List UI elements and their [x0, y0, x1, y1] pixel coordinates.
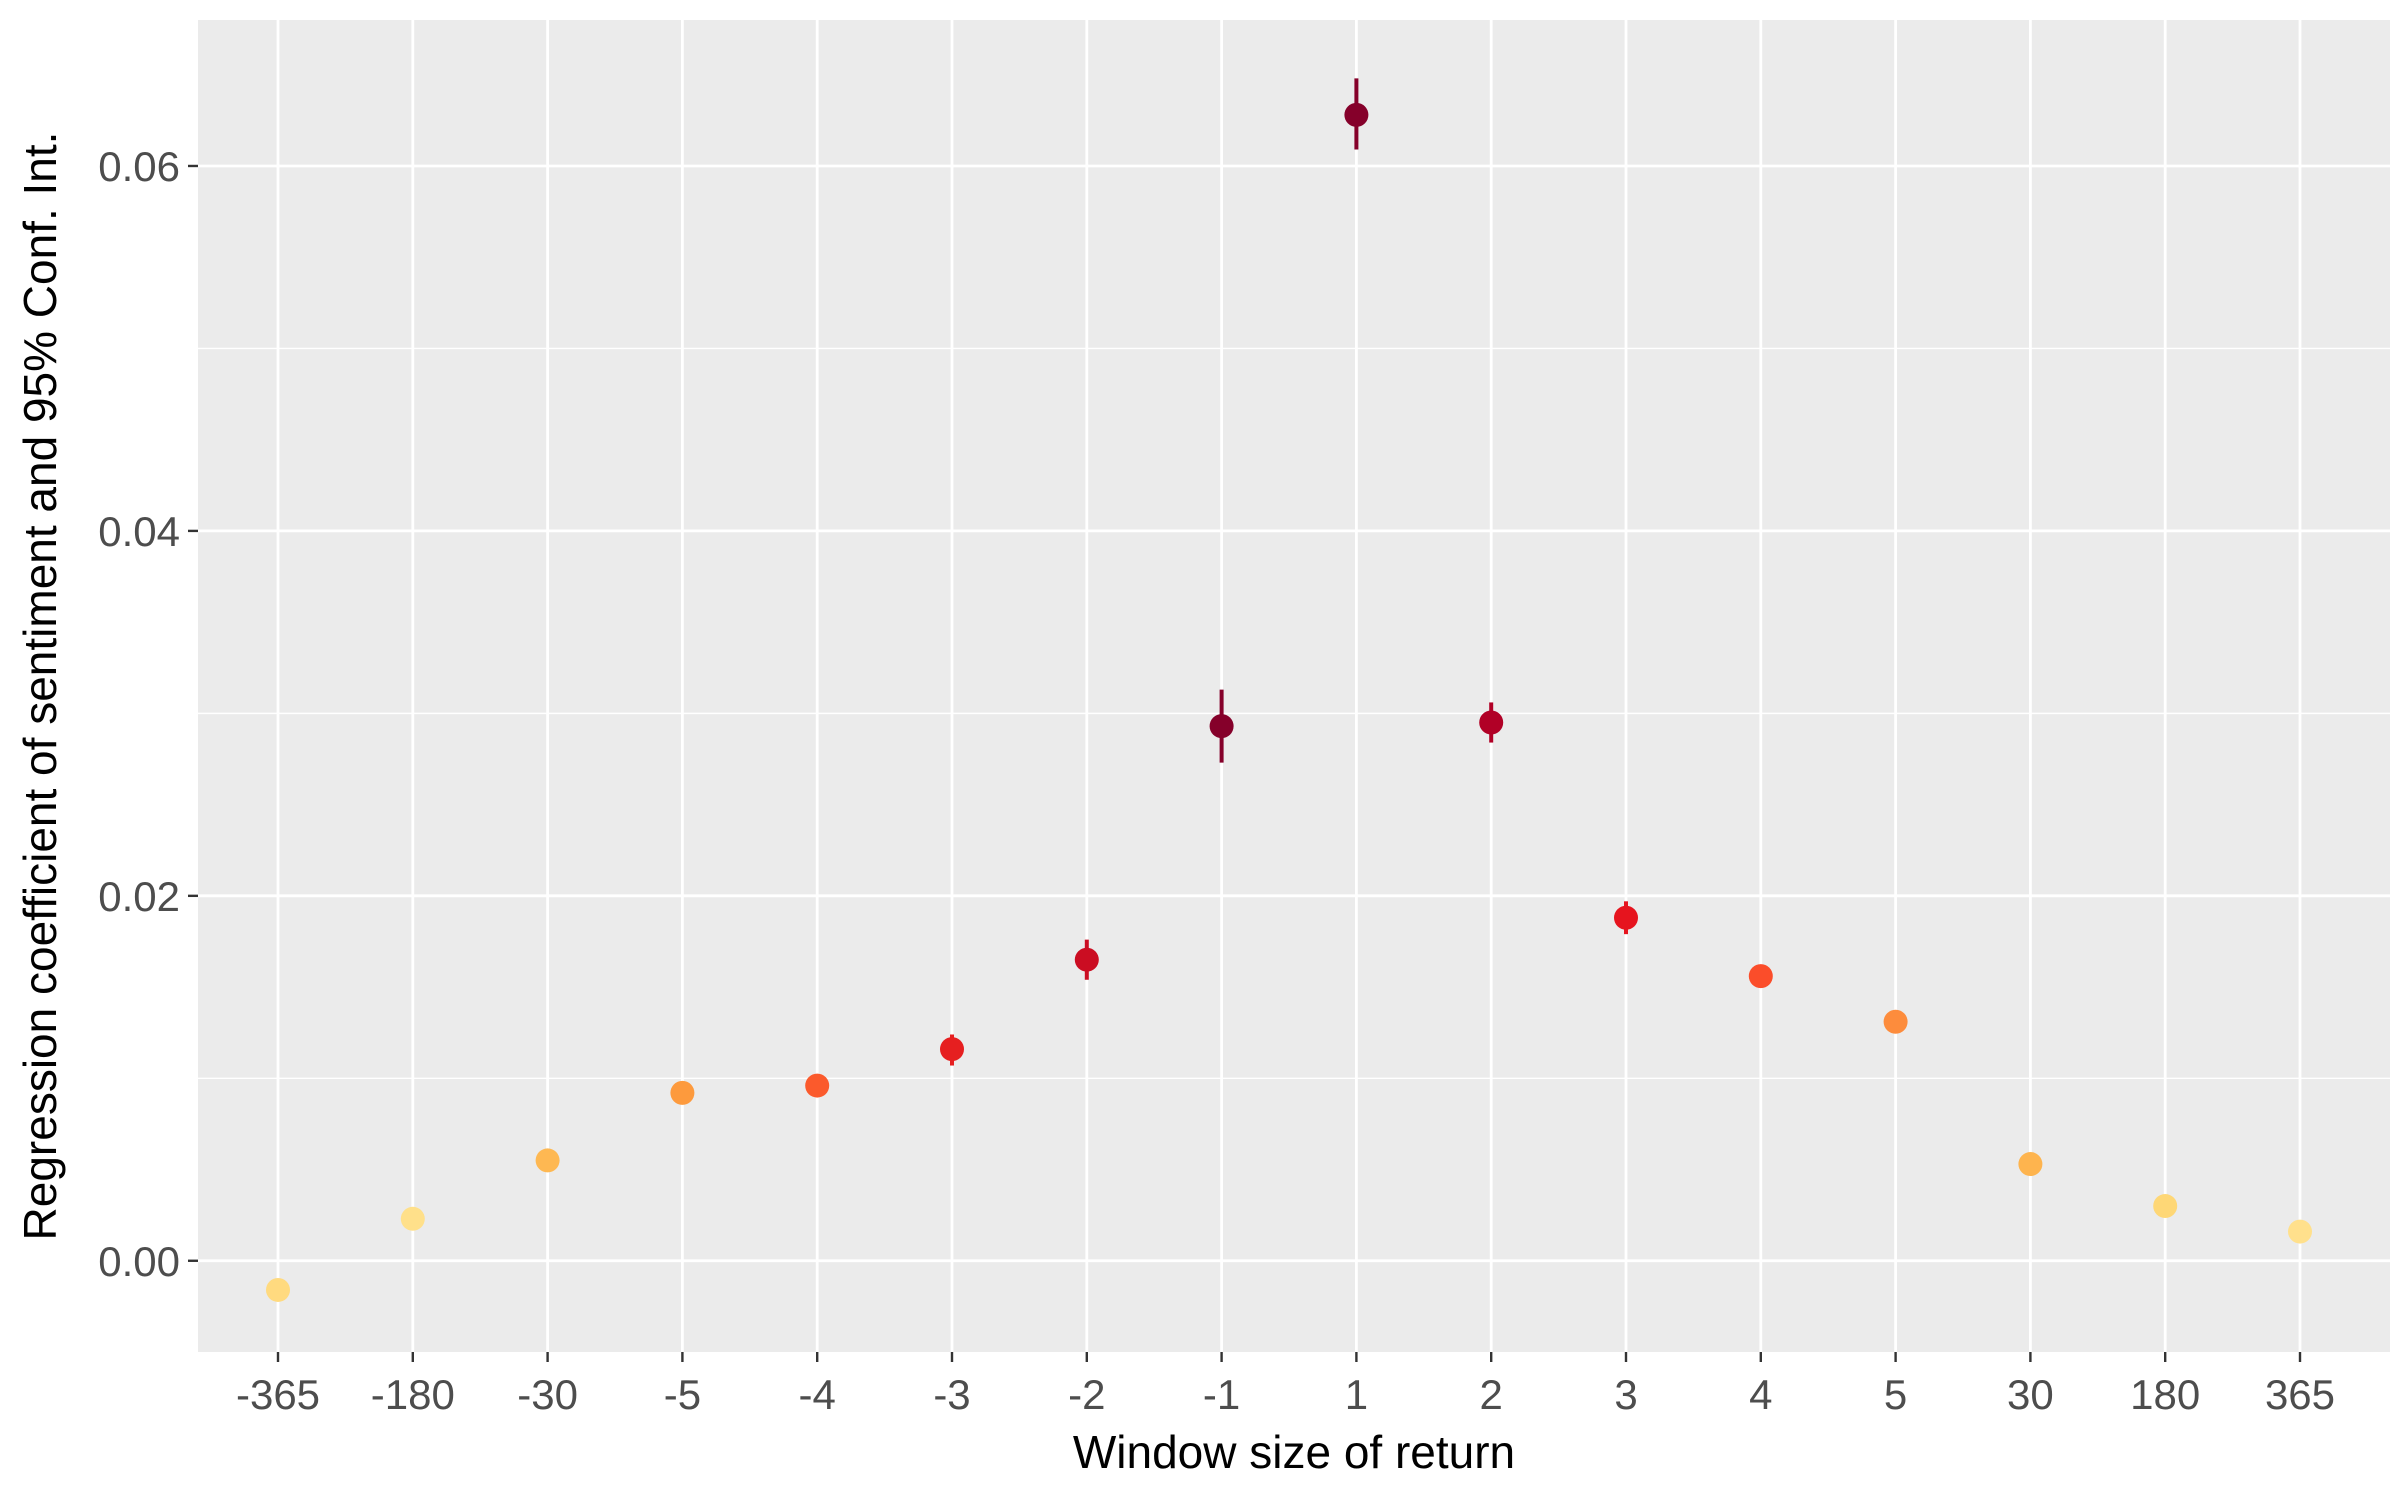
data-point — [805, 1073, 830, 1098]
x-tick-label: -365 — [236, 1371, 320, 1418]
y-tick-label: 0.02 — [98, 873, 180, 920]
x-tick-label: 5 — [1884, 1371, 1907, 1418]
data-point — [2288, 1219, 2312, 1244]
y-tick-label: 0.06 — [98, 143, 180, 190]
data-point — [940, 1037, 964, 1062]
x-axis-ticks: -365 -180 -30 -5 -4 -3 -2 -1 1 2 3 4 5 30 180 365 — [236, 1352, 2335, 1418]
x-tick-label: -1 — [1203, 1371, 1240, 1418]
plot-panel — [198, 20, 2390, 1352]
data-point — [2018, 1152, 2043, 1177]
x-tick-label: 4 — [1749, 1371, 1772, 1418]
y-axis-title: Regression coefficient of sentiment and … — [14, 132, 66, 1241]
data-point — [1883, 1009, 1908, 1034]
x-axis-title: Window size of return — [1073, 1426, 1515, 1478]
x-tick-label: 1 — [1345, 1371, 1368, 1418]
data-point — [535, 1148, 560, 1173]
data-point — [2153, 1194, 2178, 1219]
data-point — [1479, 710, 1504, 735]
x-tick-label: 180 — [2130, 1371, 2200, 1418]
data-point — [1344, 102, 1369, 127]
data-point — [1614, 905, 1638, 930]
y-tick-label: 0.00 — [98, 1238, 180, 1285]
x-tick-label: 3 — [1614, 1371, 1637, 1418]
x-tick-label: -30 — [517, 1371, 578, 1418]
data-point — [1748, 964, 1773, 989]
data-point — [1209, 714, 1234, 739]
major-gridlines — [198, 20, 2390, 1352]
data-point — [400, 1206, 425, 1231]
data-point — [266, 1277, 290, 1302]
x-tick-label: -3 — [933, 1371, 970, 1418]
x-tick-label: 2 — [1480, 1371, 1503, 1418]
y-axis-ticks: 0.00 0.02 0.04 0.06 — [98, 143, 198, 1285]
x-tick-label: -180 — [371, 1371, 455, 1418]
data-points — [266, 102, 2312, 1302]
x-tick-label: -4 — [799, 1371, 836, 1418]
data-point — [670, 1080, 695, 1105]
y-tick-label: 0.04 — [98, 508, 180, 555]
x-tick-label: -5 — [664, 1371, 701, 1418]
x-tick-label: 30 — [2007, 1371, 2054, 1418]
x-tick-label: -2 — [1068, 1371, 1105, 1418]
x-tick-label: 365 — [2265, 1371, 2335, 1418]
data-point — [1074, 947, 1099, 972]
minor-gridlines — [198, 347, 2390, 1080]
